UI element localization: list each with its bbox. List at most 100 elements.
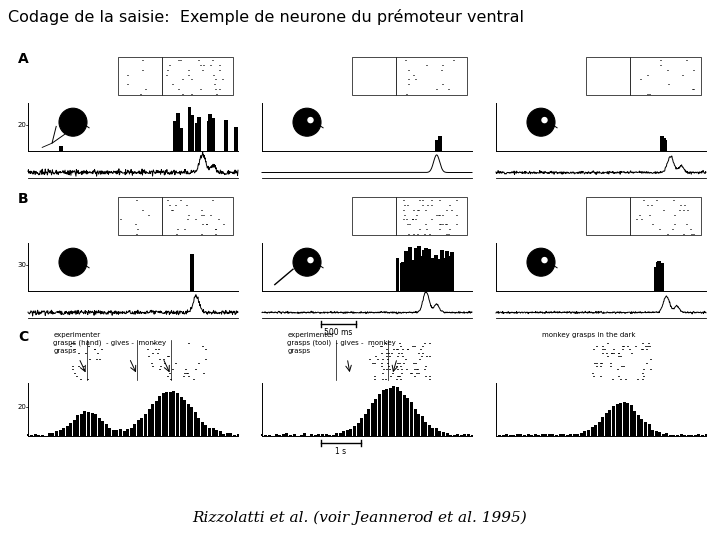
- Bar: [371, 403, 374, 436]
- Bar: [226, 434, 229, 436]
- Bar: [190, 268, 194, 291]
- Bar: [516, 434, 519, 436]
- Bar: [48, 433, 51, 436]
- Bar: [612, 406, 615, 436]
- Bar: [428, 249, 431, 291]
- Bar: [187, 106, 192, 151]
- Bar: [318, 434, 320, 436]
- Bar: [201, 422, 204, 436]
- Bar: [400, 263, 403, 291]
- Bar: [112, 430, 115, 436]
- Bar: [704, 434, 708, 436]
- Bar: [208, 114, 212, 151]
- Bar: [438, 137, 442, 151]
- Bar: [325, 434, 328, 436]
- Bar: [275, 434, 278, 436]
- Bar: [586, 197, 630, 235]
- Bar: [66, 426, 68, 436]
- Bar: [207, 120, 211, 151]
- Bar: [352, 197, 396, 235]
- Bar: [179, 127, 184, 151]
- Bar: [438, 431, 441, 436]
- Bar: [502, 435, 505, 436]
- Bar: [663, 140, 667, 151]
- Bar: [562, 434, 565, 436]
- Bar: [660, 136, 664, 151]
- Bar: [219, 431, 222, 436]
- Bar: [162, 197, 233, 235]
- Bar: [701, 435, 704, 436]
- Bar: [566, 435, 569, 436]
- Bar: [424, 422, 427, 436]
- Bar: [34, 434, 37, 436]
- Text: 1 s: 1 s: [336, 447, 346, 456]
- Bar: [183, 400, 186, 436]
- Bar: [356, 423, 359, 436]
- Bar: [616, 404, 618, 436]
- Bar: [534, 434, 536, 436]
- Bar: [321, 434, 324, 436]
- Bar: [285, 434, 289, 436]
- Bar: [282, 435, 285, 436]
- Bar: [526, 434, 529, 436]
- Bar: [453, 435, 456, 436]
- Bar: [349, 429, 353, 436]
- Bar: [343, 431, 346, 436]
- Bar: [634, 411, 636, 436]
- Bar: [601, 416, 604, 436]
- Bar: [27, 434, 30, 436]
- Bar: [401, 262, 405, 291]
- Bar: [413, 409, 417, 436]
- Bar: [62, 428, 65, 436]
- Bar: [577, 434, 580, 436]
- Bar: [449, 435, 452, 436]
- Bar: [657, 261, 661, 291]
- Bar: [655, 277, 659, 291]
- Bar: [190, 272, 194, 291]
- Circle shape: [59, 248, 87, 276]
- Bar: [179, 396, 183, 436]
- Bar: [420, 256, 423, 291]
- Bar: [69, 423, 72, 436]
- Bar: [51, 434, 55, 436]
- Bar: [418, 246, 421, 291]
- Bar: [662, 434, 665, 436]
- Circle shape: [73, 117, 80, 123]
- Bar: [431, 428, 434, 436]
- Circle shape: [73, 257, 80, 263]
- Bar: [208, 428, 211, 436]
- Bar: [590, 427, 593, 436]
- Bar: [396, 197, 467, 235]
- Bar: [608, 410, 611, 436]
- Bar: [84, 411, 86, 436]
- Text: Codage de la saisie:  Exemple de neurone du prémoteur ventral: Codage de la saisie: Exemple de neurone …: [8, 9, 524, 25]
- Bar: [655, 271, 659, 291]
- Bar: [233, 435, 236, 436]
- Bar: [392, 386, 395, 436]
- Bar: [360, 417, 363, 436]
- Circle shape: [308, 258, 313, 262]
- Bar: [118, 197, 162, 235]
- Bar: [443, 259, 446, 291]
- Text: 30: 30: [17, 261, 26, 268]
- Bar: [523, 435, 526, 436]
- Bar: [130, 428, 132, 436]
- Bar: [580, 433, 583, 436]
- Bar: [87, 411, 90, 436]
- Bar: [230, 433, 233, 436]
- Bar: [651, 430, 654, 436]
- Bar: [162, 394, 165, 436]
- Bar: [408, 247, 412, 291]
- Bar: [647, 424, 651, 436]
- Bar: [422, 250, 426, 291]
- Bar: [440, 250, 444, 291]
- Bar: [434, 255, 438, 291]
- Bar: [404, 251, 408, 291]
- Bar: [336, 433, 338, 436]
- Bar: [137, 421, 140, 436]
- Bar: [694, 435, 697, 436]
- Bar: [30, 435, 33, 436]
- Text: 500 ms: 500 ms: [324, 328, 353, 337]
- Bar: [155, 401, 158, 436]
- Bar: [654, 431, 657, 436]
